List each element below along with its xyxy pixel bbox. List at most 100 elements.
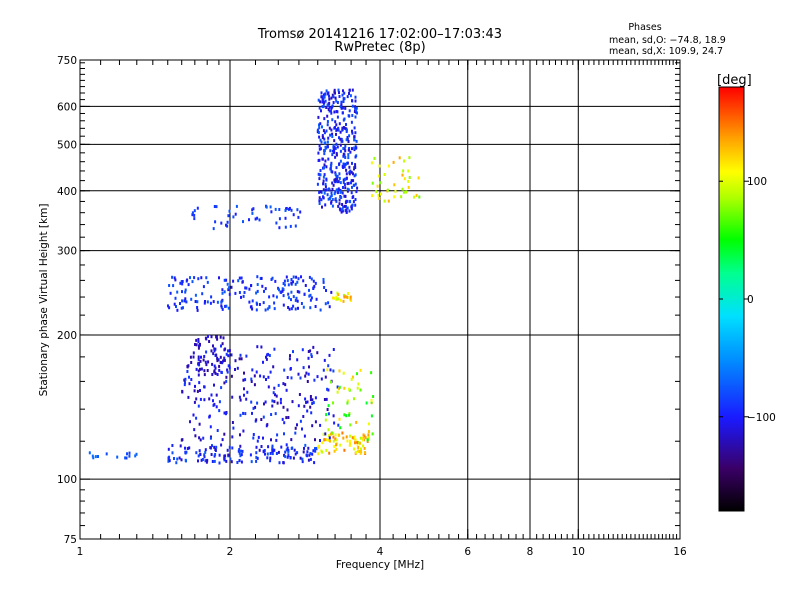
data-point — [371, 432, 374, 436]
data-point — [187, 283, 190, 287]
data-point — [250, 284, 252, 288]
data-point — [105, 452, 108, 456]
colorbar-tick-label: −100 — [747, 412, 776, 424]
data-point — [307, 458, 310, 462]
data-point — [308, 365, 310, 369]
data-point — [346, 199, 349, 203]
data-point — [184, 297, 187, 301]
data-point — [329, 439, 332, 443]
data-point — [209, 425, 212, 429]
data-point — [345, 138, 348, 142]
data-point — [204, 300, 206, 303]
data-point — [352, 195, 355, 199]
data-point — [287, 450, 290, 454]
data-point — [323, 438, 326, 442]
data-point — [340, 139, 343, 143]
data-point — [209, 436, 212, 440]
data-point — [344, 177, 347, 181]
data-point — [226, 224, 229, 228]
data-point — [277, 450, 280, 454]
data-point — [354, 131, 357, 135]
data-point — [349, 169, 352, 173]
data-point — [134, 454, 137, 458]
data-point — [230, 460, 233, 464]
data-point — [323, 191, 326, 195]
data-point — [282, 294, 285, 298]
data-point — [270, 413, 273, 416]
data-point — [407, 185, 410, 189]
data-point — [175, 305, 177, 308]
data-point — [191, 213, 194, 217]
data-point — [337, 204, 340, 208]
data-point — [205, 276, 208, 280]
data-point — [355, 106, 358, 110]
data-point — [223, 381, 226, 385]
data-point — [347, 292, 350, 295]
x-tick-label: 16 — [673, 546, 687, 558]
data-point — [202, 436, 205, 440]
data-point — [282, 405, 285, 409]
data-point — [343, 204, 346, 208]
data-point — [220, 386, 223, 390]
data-point — [198, 422, 201, 426]
data-point — [213, 383, 215, 387]
data-point — [185, 300, 188, 304]
y-tick-label: 75 — [64, 534, 77, 546]
data-point — [302, 279, 305, 283]
data-point — [256, 439, 259, 443]
data-point — [265, 424, 268, 428]
data-point — [179, 444, 182, 448]
data-point — [304, 397, 307, 401]
data-point — [326, 144, 329, 148]
data-point — [351, 147, 353, 151]
data-point — [331, 149, 334, 153]
data-point — [250, 460, 253, 464]
x-tick-label: 6 — [464, 546, 471, 558]
data-point — [176, 308, 179, 312]
data-point — [325, 413, 328, 417]
data-point — [405, 190, 408, 194]
data-point — [263, 449, 266, 452]
data-point — [342, 126, 345, 129]
data-point — [324, 418, 327, 422]
data-point — [271, 446, 274, 450]
data-point — [345, 199, 348, 203]
data-point — [206, 369, 209, 372]
data-point — [214, 453, 217, 456]
data-point — [356, 186, 359, 190]
data-point — [206, 458, 209, 462]
data-point — [339, 149, 342, 153]
data-point — [321, 441, 324, 445]
data-point — [197, 277, 200, 281]
data-point — [327, 364, 330, 368]
data-point — [336, 179, 339, 183]
data-point — [285, 388, 288, 392]
data-point — [285, 416, 288, 420]
data-point — [327, 428, 330, 432]
data-point — [203, 453, 206, 457]
data-point — [338, 207, 341, 211]
data-point — [202, 358, 205, 362]
data-point — [259, 374, 262, 378]
data-point — [348, 439, 351, 443]
data-point — [402, 169, 405, 173]
data-point — [231, 435, 234, 439]
data-point — [330, 191, 333, 195]
data-point — [370, 161, 373, 165]
data-point — [278, 461, 281, 465]
data-point — [339, 137, 342, 141]
data-point — [215, 445, 218, 449]
data-point — [323, 152, 326, 156]
data-point — [299, 419, 302, 423]
data-point — [310, 411, 313, 415]
data-point — [360, 447, 362, 451]
data-point — [387, 164, 390, 168]
data-point — [218, 368, 221, 372]
data-point — [204, 450, 207, 454]
data-point — [194, 384, 196, 388]
data-point — [309, 306, 312, 310]
data-point — [289, 354, 291, 358]
data-point — [284, 209, 287, 212]
data-point — [354, 99, 357, 103]
